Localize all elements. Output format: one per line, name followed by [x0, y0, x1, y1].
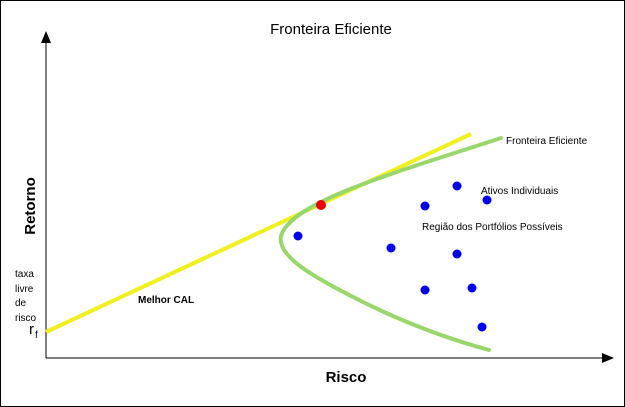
asset-point [420, 285, 430, 295]
risk-free-label-line-2: livre [15, 284, 34, 295]
efficient-frontier-curve [278, 136, 503, 352]
risk-free-label-line-1: taxa [15, 269, 34, 280]
frontier-label: Fronteira Eficiente [506, 136, 588, 147]
rf-symbol: rf [29, 321, 38, 341]
rf-symbol-main: r [29, 321, 34, 338]
asset-point [467, 283, 477, 293]
risk-free-label-line-4: risco [15, 313, 37, 324]
risk-free-label-line-3: de [15, 298, 27, 309]
asset-point [477, 322, 487, 332]
asset-points [293, 181, 492, 332]
y-axis-arrowhead [41, 31, 51, 43]
x-axis-label: Risco [326, 369, 367, 386]
x-axis-arrowhead [602, 353, 614, 363]
individual-assets-label: Ativos Individuais [481, 186, 558, 197]
possible-region-label: Região dos Portfólios Possíveis [422, 222, 563, 233]
rf-symbol-subscript: f [35, 330, 38, 341]
best-cal-line [45, 132, 472, 334]
asset-point [420, 201, 430, 211]
asset-point [452, 249, 462, 259]
asset-point [293, 231, 303, 241]
asset-point [482, 195, 492, 205]
y-axis-label: Retorno [22, 177, 39, 235]
asset-point [452, 181, 462, 191]
tangency-portfolio-point [316, 200, 326, 210]
axes [41, 31, 614, 363]
diagram-title: Fronteira Eficiente [270, 21, 392, 38]
best-cal-label: Melhor CAL [138, 295, 194, 306]
asset-point [386, 243, 396, 253]
